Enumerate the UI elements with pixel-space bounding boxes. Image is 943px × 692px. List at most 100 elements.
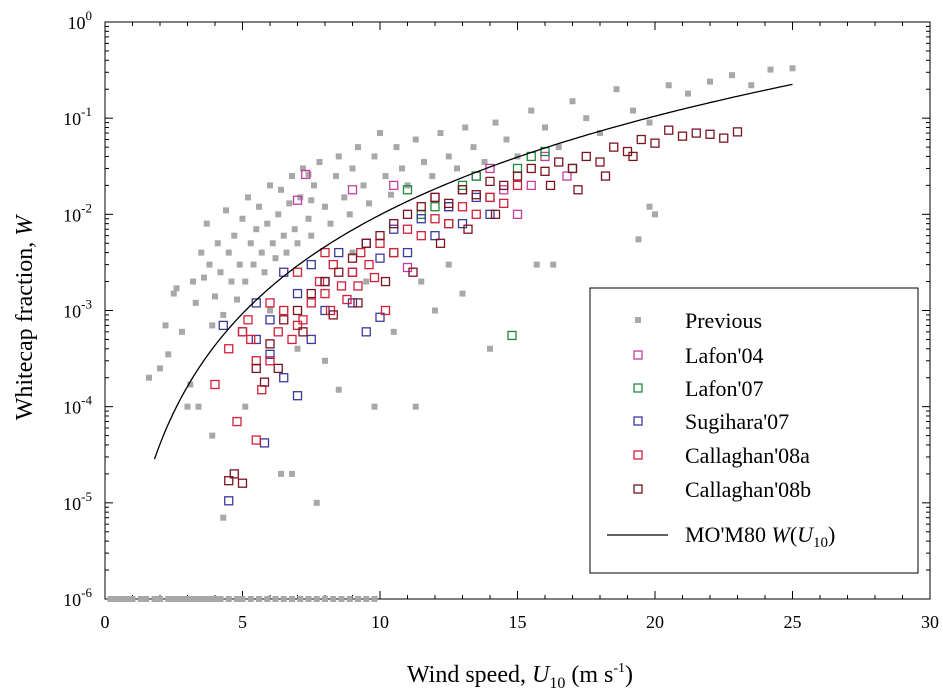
x-tick-label: 10 — [371, 612, 389, 632]
data-point — [292, 391, 303, 401]
y-tick-label: 10-1 — [63, 104, 92, 129]
data-point — [650, 138, 660, 148]
y-tick-labels: 10-6 10-5 10-4 10-3 10-2 10-1 100 — [63, 8, 92, 610]
data-point — [165, 351, 172, 358]
data-point — [471, 209, 481, 219]
data-point — [250, 261, 257, 268]
x-tick-labels: 0 5 10 15 20 25 30 — [101, 612, 940, 632]
data-point — [430, 202, 440, 212]
data-point — [269, 240, 276, 247]
data-point — [306, 334, 316, 345]
data-point — [567, 163, 578, 174]
data-point — [347, 267, 358, 277]
data-point — [393, 144, 400, 151]
data-point — [333, 173, 339, 180]
data-point — [283, 249, 290, 256]
data-point — [251, 356, 261, 366]
x-tick-label: 20 — [646, 612, 664, 632]
data-point — [279, 373, 289, 383]
data-point — [294, 240, 301, 247]
data-point — [129, 596, 136, 602]
data-point — [209, 322, 216, 329]
data-point — [247, 240, 254, 247]
data-point — [360, 182, 367, 189]
data-point — [151, 596, 158, 602]
data-point — [380, 305, 391, 316]
data-point — [342, 294, 352, 305]
data-point — [545, 180, 556, 191]
data-point — [273, 327, 283, 337]
data-point — [444, 219, 454, 229]
data-point — [402, 262, 413, 273]
legend-marker — [633, 350, 643, 360]
data-point — [265, 356, 275, 366]
fit-curve — [153, 83, 793, 460]
data-point — [748, 82, 755, 89]
data-point — [237, 327, 248, 337]
data-point — [408, 267, 418, 277]
x-axis-title: Wind speed, U10 (m s-1) — [407, 661, 633, 692]
data-point — [363, 278, 370, 285]
data-point — [236, 261, 243, 268]
data-point — [399, 165, 405, 172]
data-point — [335, 386, 342, 393]
data-point — [346, 211, 353, 218]
data-point — [327, 220, 334, 227]
data-point — [490, 209, 501, 219]
data-point — [328, 259, 338, 270]
data-point — [338, 596, 345, 602]
data-point — [600, 171, 611, 181]
data-point — [719, 133, 729, 143]
data-point — [380, 276, 391, 287]
data-point — [224, 476, 234, 486]
data-point — [347, 253, 358, 263]
data-point — [195, 403, 202, 410]
data-point — [597, 130, 603, 137]
data-point — [306, 259, 316, 270]
data-point — [390, 328, 397, 335]
data-point — [528, 107, 535, 114]
data-point — [220, 514, 227, 521]
data-point — [313, 499, 320, 506]
data-point — [179, 328, 185, 335]
data-point — [569, 98, 576, 105]
data-point — [471, 192, 481, 203]
y-tick-label: 100 — [68, 8, 93, 33]
data-point — [652, 211, 658, 218]
data-point — [503, 136, 510, 143]
data-point — [251, 334, 261, 345]
data-point — [157, 365, 163, 372]
data-point — [471, 190, 481, 200]
data-point — [581, 151, 591, 162]
data-point — [306, 288, 316, 299]
data-point — [242, 403, 249, 410]
legend-marker — [633, 383, 643, 393]
data-point — [322, 203, 328, 210]
data-point — [287, 334, 297, 345]
data-point — [334, 247, 344, 258]
data-point — [275, 211, 282, 218]
data-point — [242, 278, 249, 285]
data-point — [239, 596, 246, 602]
data-point — [320, 247, 330, 258]
data-point — [294, 345, 301, 352]
data-point — [430, 192, 440, 203]
series-3 — [218, 192, 495, 506]
data-point — [356, 247, 366, 258]
data-point — [198, 249, 205, 256]
data-point — [146, 374, 152, 381]
data-point — [225, 249, 232, 256]
data-point — [118, 596, 125, 602]
data-point — [214, 240, 221, 247]
data-point — [361, 238, 371, 248]
x-tick-label: 15 — [509, 612, 527, 632]
legend-label: Sugihara'07 — [685, 409, 789, 434]
data-point — [246, 334, 256, 345]
data-point — [416, 231, 426, 241]
data-point — [265, 315, 275, 325]
data-point — [481, 159, 488, 166]
data-point — [243, 315, 253, 325]
data-point — [457, 185, 468, 195]
data-point — [366, 200, 372, 207]
